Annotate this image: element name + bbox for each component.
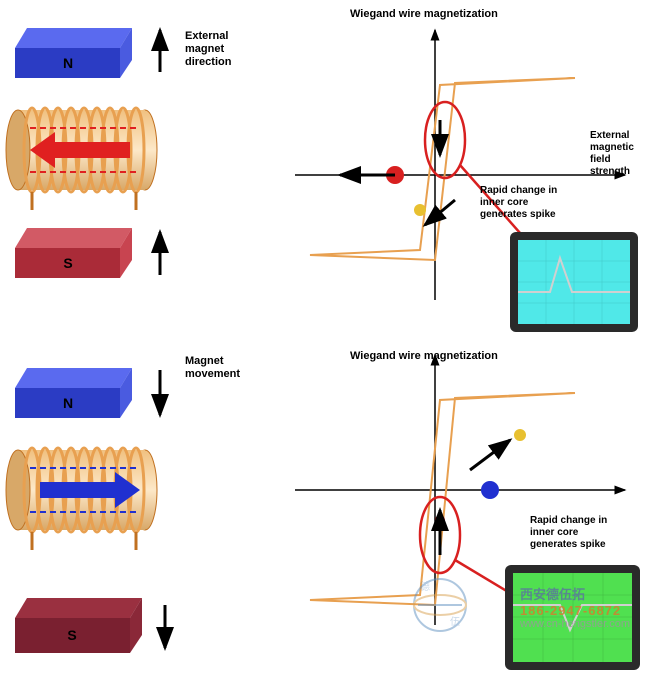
svg-text:S: S xyxy=(63,255,72,271)
label-wiegand-2: Wiegand wire magnetization xyxy=(350,350,498,363)
watermark-phone: 186-2947-6872 xyxy=(520,603,630,618)
magnet-n-2: N xyxy=(15,368,132,418)
label-external-magnet-direction: External magnet direction xyxy=(185,30,231,70)
magnet-n-1: N xyxy=(15,28,132,78)
oscilloscope-1 xyxy=(510,232,638,332)
watermark-logo: 德 伍 xyxy=(414,579,466,631)
coil-1 xyxy=(6,108,157,210)
magnet-s-2: S xyxy=(15,598,142,653)
watermark: 西安德伍拓 186-2947-6872 www.cn-hengstler.com xyxy=(520,584,630,630)
label-magnet-movement: Magnet movement xyxy=(185,355,240,381)
svg-text:德: 德 xyxy=(420,580,430,593)
diagram-canvas: N S xyxy=(0,0,650,675)
label-wiegand-1: Wiegand wire magnetization xyxy=(350,8,498,21)
svg-text:N: N xyxy=(63,395,73,411)
diagram-svg: N S xyxy=(0,0,650,675)
label-rapid-2: Rapid change in inner core generates spi… xyxy=(530,515,607,551)
svg-text:S: S xyxy=(67,627,76,643)
watermark-company: 西安德伍拓 xyxy=(520,584,630,603)
svg-text:伍: 伍 xyxy=(450,616,460,628)
label-rapid-1: Rapid change in inner core generates spi… xyxy=(480,185,557,221)
svg-text:N: N xyxy=(63,55,73,71)
magnet-s-1: S xyxy=(15,228,132,278)
coil-2 xyxy=(6,448,157,550)
watermark-url: www.cn-hengstler.com xyxy=(520,618,630,630)
label-ext-field-1: External magnetic field strength xyxy=(590,130,634,178)
